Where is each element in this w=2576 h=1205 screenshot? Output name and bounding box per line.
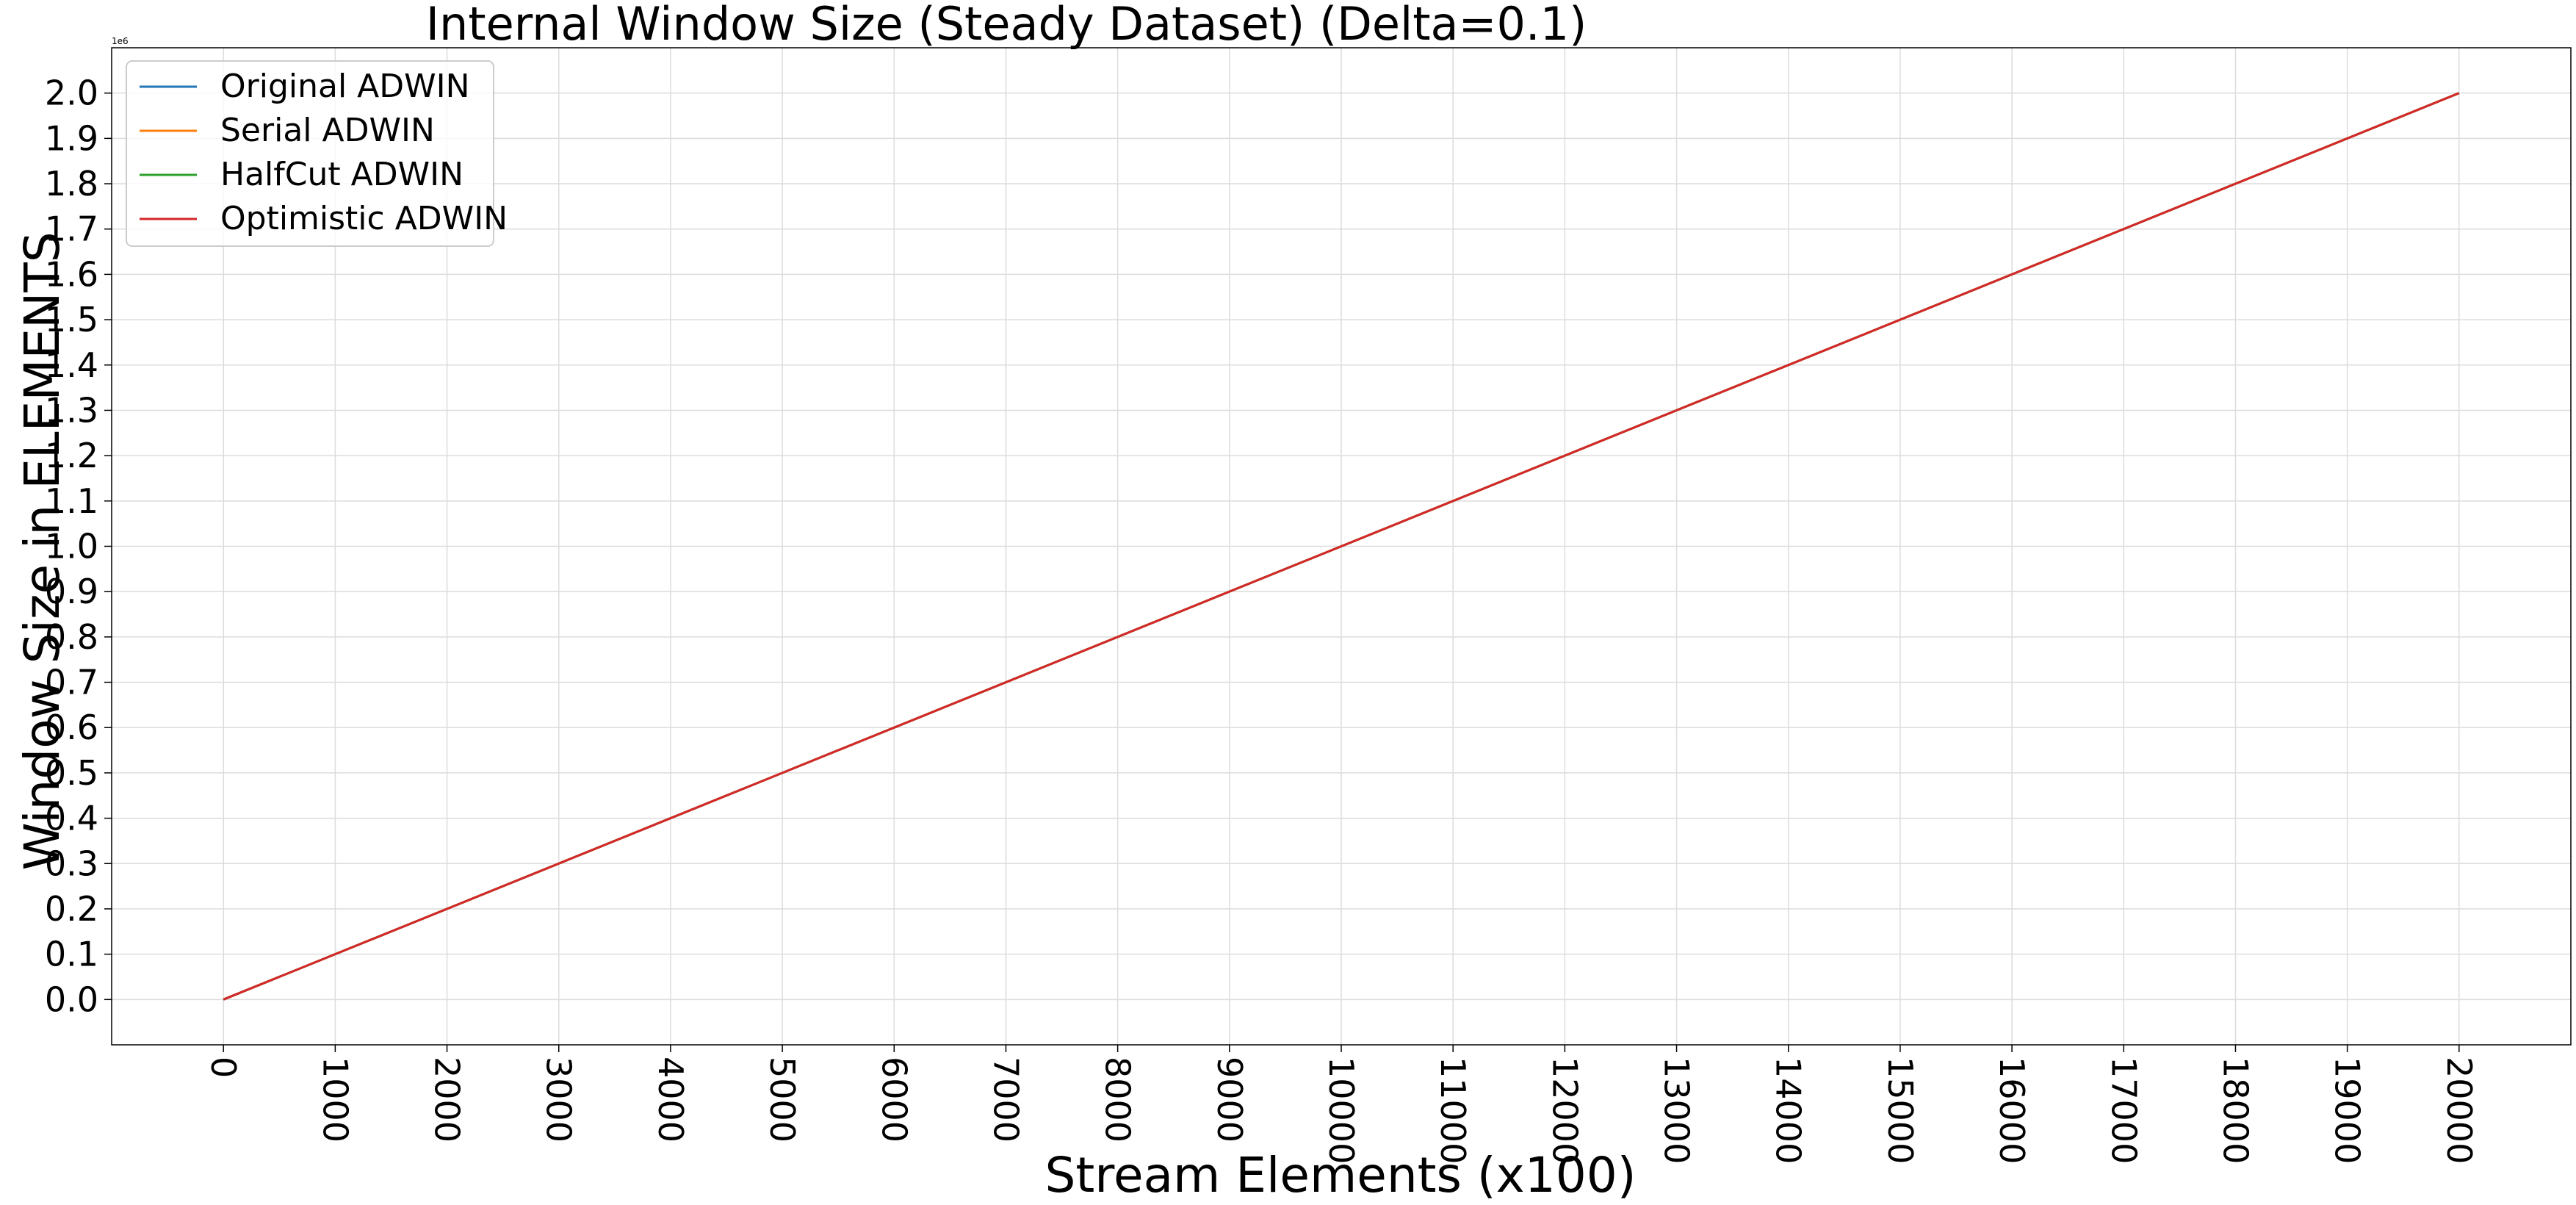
y-tick-label: 1.6 <box>45 254 98 294</box>
x-tick-label: 14000 <box>1769 1057 1808 1164</box>
legend-label: HalfCut ADWIN <box>220 156 463 193</box>
y-tick-label: 0.0 <box>45 979 98 1019</box>
x-tick-label: 13000 <box>1657 1057 1697 1164</box>
y-tick-label: 2.0 <box>45 73 98 113</box>
x-tick-label: 4000 <box>651 1057 690 1143</box>
y-tick-label: 1.3 <box>45 390 98 430</box>
legend-label: Optimistic ADWIN <box>220 200 508 237</box>
x-tick-label: 1000 <box>315 1057 355 1143</box>
x-tick-label: 5000 <box>762 1057 802 1143</box>
legend-box <box>126 60 494 247</box>
x-tick-label: 12000 <box>1545 1057 1584 1164</box>
x-tick-label: 6000 <box>874 1057 914 1143</box>
x-tick-label: 0 <box>203 1057 243 1078</box>
y-tick-label: 0.7 <box>45 663 98 702</box>
legend-entry-optimistic-adwin: Optimistic ADWIN <box>140 200 508 237</box>
y-tick-label: 0.4 <box>45 799 98 838</box>
y-tick-label: 0.1 <box>45 935 98 974</box>
y-tick-label: 1.8 <box>45 164 98 204</box>
y-tick-label: 1.2 <box>45 436 98 475</box>
x-tick-label: 11000 <box>1433 1057 1473 1164</box>
x-tick-label: 2000 <box>427 1057 467 1143</box>
y-tick-label: 0.3 <box>45 844 98 883</box>
x-tick-label: 7000 <box>986 1057 1025 1143</box>
y-tick-label: 1.1 <box>45 481 98 521</box>
legend-entry-serial-adwin: Serial ADWIN <box>140 112 435 149</box>
x-tick-label: 10000 <box>1321 1057 1361 1164</box>
x-tick-label: 20000 <box>2439 1057 2479 1164</box>
y-tick-label: 0.2 <box>45 889 98 929</box>
y-axis-label: Window Size in ELEMENTS <box>14 231 71 870</box>
x-tick-label: 15000 <box>1880 1057 1920 1164</box>
x-tick-label: 19000 <box>2328 1057 2367 1164</box>
y-tick-label: 1.5 <box>45 300 98 339</box>
legend-entry-halfcut-adwin: HalfCut ADWIN <box>140 156 463 193</box>
y-tick-label: 0.5 <box>45 753 98 793</box>
chart-title: Internal Window Size (Steady Dataset) (D… <box>426 0 1587 51</box>
x-tick-label: 18000 <box>2215 1057 2255 1164</box>
x-axis-label: Stream Elements (x100) <box>1045 1147 1637 1204</box>
x-tick-label: 8000 <box>1098 1057 1138 1143</box>
legend-label: Serial ADWIN <box>220 112 435 149</box>
y-tick-label: 0.6 <box>45 708 98 747</box>
series-line-optimistic-adwin <box>223 92 2460 1001</box>
y-tick-label: 1.4 <box>45 345 98 385</box>
y-tick-label: 1.0 <box>45 527 98 566</box>
x-tick-label: 3000 <box>539 1057 579 1143</box>
x-tick-label: 16000 <box>1992 1057 2032 1164</box>
y-tick-label: 1.9 <box>45 118 98 158</box>
axis-ticks: 0 1000 2000 3000 4000 5000 6000 7000 8000 9000 100… <box>45 73 2479 1165</box>
legend: Original ADWIN Serial ADWIN HalfCut ADWI… <box>126 60 508 247</box>
y-axis-offset-label: 1e6 <box>112 36 129 46</box>
y-tick-label: 1.7 <box>45 209 98 249</box>
x-tick-label: 17000 <box>2104 1057 2143 1164</box>
series-lines <box>223 92 2460 1001</box>
y-tick-label: 0.8 <box>45 617 98 657</box>
y-tick-label: 0.9 <box>45 572 98 611</box>
legend-entry-original-adwin: Original ADWIN <box>140 68 470 105</box>
x-tick-label: 9000 <box>1210 1057 1249 1143</box>
legend-label: Original ADWIN <box>220 68 470 105</box>
